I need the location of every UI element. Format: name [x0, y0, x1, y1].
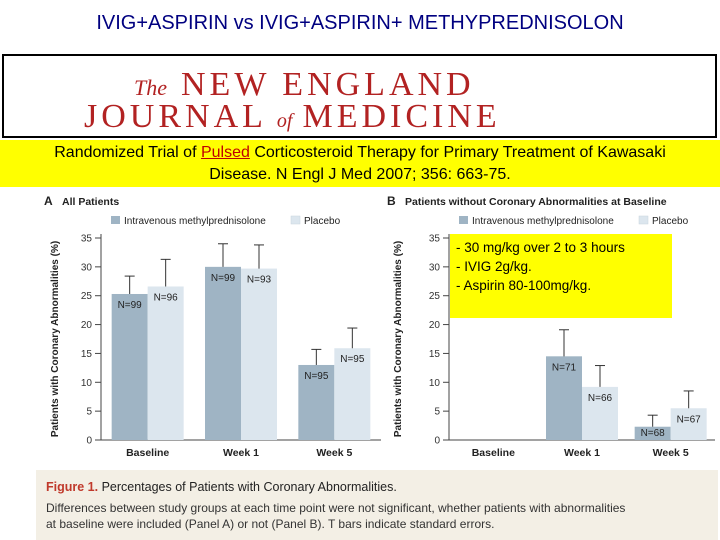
y-axis-label: Patients with Coronary Abnormalities (%) — [50, 241, 61, 437]
citation-line2: Disease. N Engl J Med 2007; 356: 663-75. — [209, 166, 511, 183]
legend-label: Placebo — [652, 216, 689, 227]
x-tick-label: Week 5 — [653, 447, 689, 459]
y-tick-label: 0 — [86, 436, 92, 447]
y-tick-label: 15 — [81, 349, 93, 360]
bar-placebo — [147, 286, 184, 440]
citation-line1: Randomized Trial of Pulsed Corticosteroi… — [54, 144, 666, 161]
slide-title: IVIG+ASPIRIN vs IVIG+ASPIRIN+ METHYPREDN… — [96, 12, 624, 34]
pulsed-highlight: Pulsed — [200, 144, 250, 161]
journal-logo-line1: The NEW ENGLAND — [134, 66, 475, 103]
bar-placebo — [670, 408, 707, 440]
citation-banner: Randomized Trial of Pulsed Corticosteroi… — [0, 140, 720, 187]
y-tick-label: 15 — [429, 349, 441, 360]
y-tick-label: 10 — [81, 378, 93, 389]
legend-swatch-placebo — [290, 215, 301, 225]
panel-title: All Patients — [62, 196, 119, 208]
bar-n-label: N=68 — [641, 428, 666, 439]
y-tick-label: 25 — [81, 291, 93, 302]
x-tick-label: Baseline — [472, 447, 515, 459]
bar-ivmp — [634, 426, 671, 440]
treatment-note: - 30 mg/kg over 2 to 3 hours - IVIG 2g/k… — [450, 234, 672, 318]
bar-n-label: N=71 — [552, 362, 577, 373]
note-line: - Aspirin 80-100mg/kg. — [456, 278, 592, 293]
y-tick-label: 20 — [81, 320, 93, 331]
y-tick-label: 20 — [429, 320, 441, 331]
bar-n-label: N=95 — [304, 371, 329, 382]
y-tick-label: 30 — [429, 262, 441, 273]
panel-title: Patients without Coronary Abnormalities … — [405, 196, 667, 208]
y-tick-label: 0 — [434, 436, 440, 447]
y-axis-label: Patients with Coronary Abnormalities (%) — [393, 241, 404, 437]
journal-logo-line2: JOURNAL of MEDICINE — [84, 98, 501, 135]
bar-ivmp — [205, 266, 241, 440]
legend-swatch-ivmp — [459, 216, 468, 224]
y-tick-label: 30 — [81, 262, 93, 273]
figure-caption: Figure 1. Percentages of Patients with C… — [36, 470, 718, 540]
panel-letter: B — [387, 194, 396, 208]
caption-title: Figure 1. Percentages of Patients with C… — [46, 480, 397, 494]
bar-n-label: N=99 — [211, 273, 236, 284]
x-tick-label: Week 1 — [564, 447, 600, 459]
y-tick-label: 25 — [429, 291, 441, 302]
bar-ivmp — [546, 356, 582, 440]
legend-label: Intravenous methylprednisolone — [472, 216, 614, 227]
coronary-abnormalities-figure: A All Patients Intravenous methylprednisol… — [44, 194, 715, 459]
bar-ivmp — [111, 293, 148, 440]
panel-letter: A — [44, 194, 53, 208]
bar-ivmp — [298, 364, 335, 440]
caption-body: Differences between study groups at each… — [46, 501, 626, 531]
y-tick-label: 5 — [86, 407, 92, 418]
legend-swatch-ivmp — [111, 216, 120, 224]
legend-swatch-placebo — [638, 215, 649, 225]
bar-n-label: N=67 — [677, 414, 702, 425]
y-tick-label: 10 — [429, 378, 441, 389]
x-tick-label: Week 1 — [223, 447, 259, 459]
note-line: - IVIG 2g/kg. — [456, 259, 532, 274]
bar-n-label: N=95 — [340, 354, 365, 365]
bar-placebo — [334, 348, 371, 440]
note-line: - 30 mg/kg over 2 to 3 hours — [456, 240, 625, 255]
x-tick-label: Week 5 — [316, 447, 352, 459]
y-tick-label: 5 — [434, 407, 440, 418]
bar-n-label: N=96 — [154, 292, 179, 303]
x-tick-label: Baseline — [126, 447, 169, 459]
legend-label: Placebo — [304, 216, 341, 227]
y-tick-label: 35 — [429, 234, 441, 245]
legend-label: Intravenous methylprednisolone — [124, 216, 266, 227]
bar-n-label: N=93 — [247, 275, 272, 286]
journal-logo: The NEW ENGLAND JOURNAL of MEDICINE — [2, 54, 717, 138]
bar-placebo — [241, 268, 277, 440]
bar-placebo — [582, 386, 618, 440]
y-tick-label: 35 — [81, 234, 93, 245]
bar-n-label: N=99 — [118, 300, 143, 311]
bar-n-label: N=66 — [588, 393, 613, 404]
